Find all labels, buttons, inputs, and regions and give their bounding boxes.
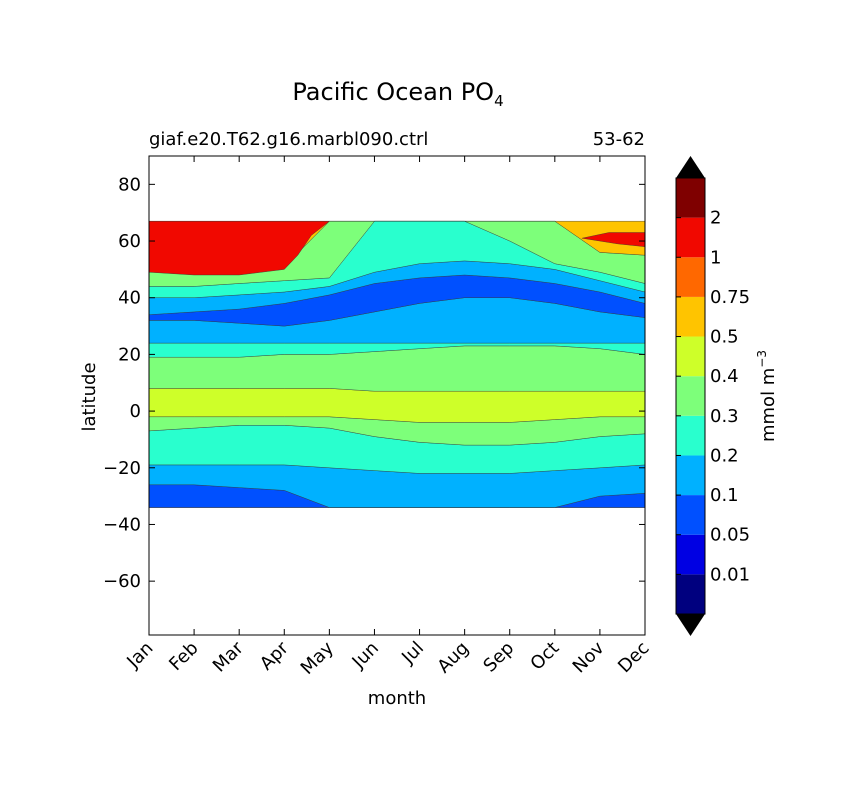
chart-title: Pacific Ocean PO4 — [292, 78, 503, 110]
y-tick-label: −40 — [103, 514, 141, 535]
plot-area — [148, 155, 646, 636]
colorbar-tick-label: 0.05 — [710, 525, 750, 546]
y-tick-label: −60 — [103, 571, 141, 592]
contour-fill — [148, 221, 646, 508]
colorbar-tick-label: 0.5 — [710, 327, 739, 348]
x-tick-label: Apr — [256, 637, 293, 674]
contour-core-west — [148, 221, 330, 276]
y-tick-label: 0 — [130, 401, 141, 422]
colorbar-frame — [675, 177, 706, 615]
title-subscript: 4 — [494, 92, 504, 110]
colorbar-segment — [676, 257, 705, 297]
x-tick-label: Dec — [614, 638, 653, 677]
colorbar-tick-label: 2 — [710, 208, 721, 229]
colorbar-segment — [676, 296, 705, 337]
subtitle-left: giaf.e20.T62.g16.marbl090.ctrl — [149, 129, 428, 150]
colorbar-tick-label: 0.3 — [710, 406, 739, 427]
colorbar-tick-label: 0.1 — [710, 485, 739, 506]
colorbar: 0.01 0.05 0.1 0.2 0.3 0.4 0.5 0.75 1 2 — [675, 156, 750, 636]
x-tick-label: Nov — [569, 637, 609, 677]
colorbar-tick-label: 0.75 — [710, 287, 750, 308]
colorbar-label-main: mmol m — [758, 368, 779, 442]
y-tick-label: 80 — [118, 174, 141, 195]
colorbar-tick-label: 0.01 — [710, 564, 750, 585]
y-tick-label: 40 — [118, 288, 141, 309]
plot-frame — [148, 155, 646, 636]
colorbar-segment — [676, 217, 705, 258]
x-tick-label: Oct — [526, 638, 563, 675]
x-axis-label: month — [368, 688, 426, 709]
colorbar-segment — [676, 574, 705, 614]
x-tick-label: May — [297, 637, 338, 678]
x-tick-label: Jan — [122, 638, 157, 673]
colorbar-tick-label: 1 — [710, 247, 721, 268]
colorbar-label: mmol m−3 — [755, 350, 779, 442]
colorbar-extend-max — [676, 156, 705, 178]
x-tick-label: Aug — [433, 638, 473, 678]
colorbar-segment — [676, 534, 705, 575]
subtitle-right: 53-62 — [593, 129, 645, 150]
colorbar-segment — [676, 415, 705, 456]
x-tick-label: Jul — [397, 638, 428, 669]
y-axis-label: latitude — [79, 362, 100, 431]
x-tick-label: Mar — [209, 637, 248, 676]
colorbar-segment — [676, 495, 705, 535]
colorbar-extend-min — [676, 614, 705, 636]
x-tick-label: Feb — [165, 638, 202, 675]
x-tick-label: Jun — [348, 638, 383, 673]
y-tick-label: −20 — [103, 458, 141, 479]
colorbar-segment — [676, 376, 705, 416]
x-tick-label: Sep — [479, 638, 518, 677]
colorbar-segment — [676, 455, 705, 496]
y-axis: 80 60 40 20 0 −20 −40 −60 — [103, 174, 645, 592]
colorbar-tick-label: 0.4 — [710, 366, 739, 387]
title-main: Pacific Ocean PO — [292, 78, 494, 106]
y-tick-label: 20 — [118, 344, 141, 365]
colorbar-segment — [676, 336, 705, 377]
colorbar-label-exponent: −3 — [755, 350, 769, 368]
colorbar-segment — [676, 178, 705, 218]
colorbar-tick-label: 0.2 — [710, 445, 739, 466]
y-tick-label: 60 — [118, 231, 141, 252]
